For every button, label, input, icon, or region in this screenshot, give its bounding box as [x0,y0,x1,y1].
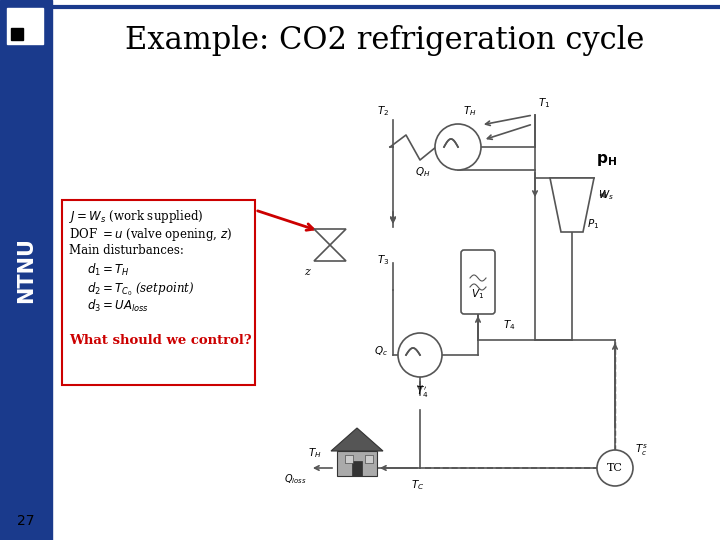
Polygon shape [314,245,346,261]
Text: Example: CO2 refrigeration cycle: Example: CO2 refrigeration cycle [125,24,644,56]
Bar [62,200,255,385]
Text: NTNU: NTNU [16,237,36,303]
Text: $J = W_s$ (work supplied): $J = W_s$ (work supplied) [69,208,203,225]
Circle shape [398,333,442,377]
Text: DOF $= u$ (valve opening, $z$): DOF $= u$ (valve opening, $z$) [69,226,232,243]
Text: $W_s$: $W_s$ [598,188,614,202]
Circle shape [597,450,633,486]
FancyBboxPatch shape [7,8,43,44]
Text: $T_4'$: $T_4'$ [415,385,428,400]
Text: $d_3 = UA_{loss}$: $d_3 = UA_{loss}$ [87,298,149,314]
Text: $Q_H$: $Q_H$ [415,165,431,179]
Text: $T_4$: $T_4$ [503,318,516,332]
Text: $\mathbf{p_H}$: $\mathbf{p_H}$ [596,152,617,168]
Text: $d_2 = T_{C_0}$ (setpoint): $d_2 = T_{C_0}$ (setpoint) [87,280,194,298]
Bar [11,28,23,40]
Bar [352,461,362,476]
Text: $T_H$: $T_H$ [463,104,477,118]
Text: $Q_{loss}$: $Q_{loss}$ [284,472,306,486]
Text: $Q_c$: $Q_c$ [374,344,388,358]
Text: z: z [304,267,310,277]
Text: TC: TC [607,463,623,473]
Text: $V_1$: $V_1$ [472,287,485,301]
Text: Main disturbances:: Main disturbances: [69,244,184,257]
Polygon shape [314,229,346,245]
Text: $T_C$: $T_C$ [411,478,425,492]
Text: What should we control?: What should we control? [69,334,251,347]
Text: $T_H$: $T_H$ [308,446,322,460]
Polygon shape [550,178,594,232]
Text: $P_1$: $P_1$ [587,217,599,231]
Text: $T_2$: $T_2$ [377,104,389,118]
Text: 27: 27 [17,514,35,528]
Text: $T_3$: $T_3$ [377,253,389,267]
FancyBboxPatch shape [461,250,495,314]
Text: $d_1 = T_H$: $d_1 = T_H$ [87,262,130,278]
Bar [337,451,377,476]
Bar [0,0,52,540]
Polygon shape [331,428,383,451]
Bar [345,455,353,463]
Bar [365,455,373,463]
Circle shape [435,124,481,170]
Text: $T_1$: $T_1$ [538,96,550,110]
Text: $T_c^s$: $T_c^s$ [635,443,648,458]
